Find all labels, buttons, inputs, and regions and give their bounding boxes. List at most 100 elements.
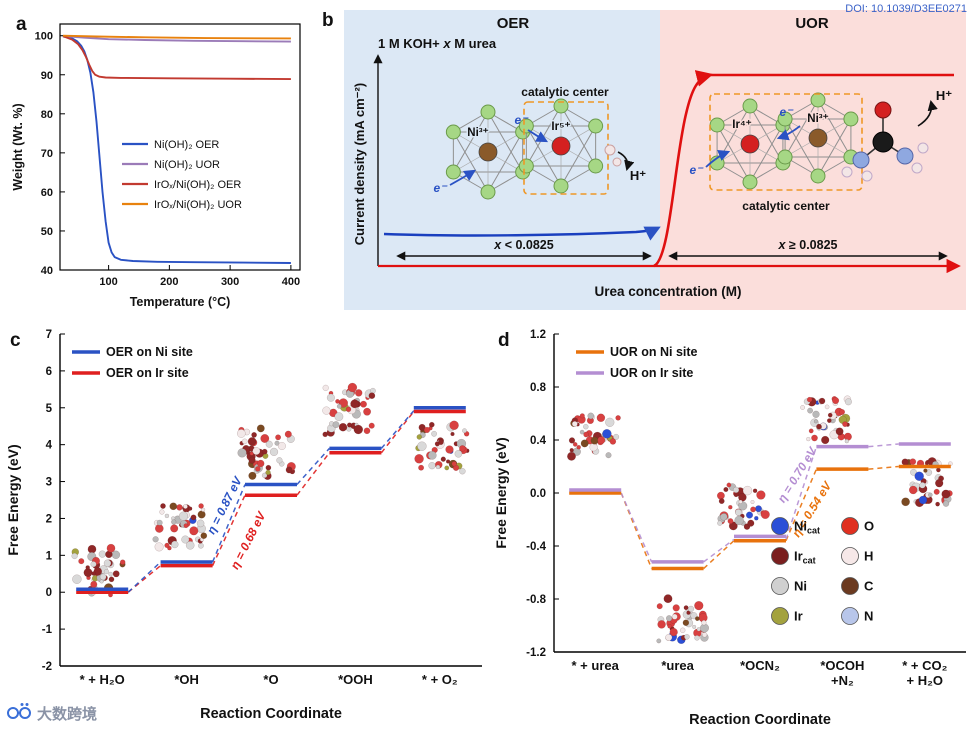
panel-a-svg: 100 200 300 400 40 50 60 70 80 90 100 Temperature (… [11, 14, 301, 309]
eta-annotation: η = 0.87 eV [204, 474, 245, 537]
inset-atom [760, 509, 770, 519]
x-axis-title: Temperature (°C) [130, 295, 231, 309]
catalytic-center-box-right [709, 93, 863, 191]
inset-atom [78, 558, 85, 565]
connector-dash [127, 565, 162, 593]
inset-atom [284, 430, 292, 438]
inset-atom [901, 497, 910, 507]
inset-atom [747, 519, 755, 527]
x-tick-label: * + CO₂ [902, 658, 947, 673]
h-atom [604, 144, 616, 156]
n-atom [852, 151, 870, 169]
y-tick-label: 4 [46, 440, 53, 452]
inset-atom [185, 540, 195, 550]
y-axis-title: Free Energy (eV) [493, 437, 509, 548]
inset-atom [261, 448, 268, 455]
center-atom-label: Ir⁵⁺ [551, 121, 570, 133]
center-atom [551, 136, 571, 156]
connector-dash [703, 540, 735, 570]
oxygen-vertex-atom [777, 111, 793, 127]
y-tick-label: 70 [41, 148, 53, 160]
legend-label: OER on Ni site [106, 345, 193, 359]
inset-atom [198, 503, 204, 509]
oxygen-vertex-atom [588, 158, 604, 174]
inset-atom [672, 604, 680, 612]
inset-atom [941, 489, 951, 499]
panel-c-oer-energy-chart: -2 -1 0 1 2 3 4 5 6 7 * + H₂O *OH *O *OOH * + O₂ Reacti… [2, 320, 490, 730]
dft-structure-inset [236, 424, 296, 480]
oxygen-vertex-atom [742, 174, 758, 190]
h-atom [612, 157, 622, 167]
h-atom [911, 162, 923, 174]
oxygen-vertex-atom [480, 184, 496, 200]
inset-atom [182, 504, 188, 509]
x-tick-label: * + urea [572, 658, 620, 673]
catalytic-center-label-right: catalytic center [742, 199, 830, 213]
x-tick-label: * + H₂O [80, 672, 125, 687]
inset-atom [160, 503, 166, 509]
series-line [62, 35, 291, 264]
inset-atom [85, 565, 90, 570]
inset-atom [742, 485, 753, 496]
inset-atom [347, 382, 358, 393]
inset-atom [569, 448, 574, 453]
connector-dash [127, 561, 162, 593]
inset-atom [806, 436, 811, 442]
inset-atom [755, 505, 762, 513]
connector-dash [868, 443, 899, 448]
inset-atom [602, 429, 612, 439]
electron-label: e⁻ [433, 181, 448, 195]
inset-atom [170, 524, 179, 533]
inset-atom [103, 569, 110, 575]
inset-atom [112, 570, 120, 578]
center-atom-label: Ni³⁺ [467, 127, 488, 139]
inset-atom [236, 429, 246, 438]
dft-structure-inset [149, 498, 208, 553]
inset-atom [835, 427, 844, 436]
inset-atom [338, 422, 348, 432]
inset-atom [832, 397, 840, 405]
inset-atom [909, 458, 917, 465]
inset-atom [750, 506, 756, 513]
inset-atom [687, 605, 695, 613]
y-tick-label: 6 [46, 366, 52, 378]
atom-legend-swatch [841, 547, 859, 565]
inset-atom [265, 440, 273, 448]
inset-atom [756, 490, 766, 500]
inset-atom [277, 441, 286, 450]
inset-atom [427, 451, 437, 460]
oxygen-vertex-atom [445, 124, 461, 140]
inset-atom [694, 616, 700, 621]
inset-atom [189, 526, 199, 536]
watermark-logo-icon [6, 702, 32, 724]
inset-atom [843, 432, 852, 441]
inset-atom [824, 404, 830, 410]
dft-structure-inset [654, 593, 709, 644]
inset-atom [197, 510, 206, 519]
inset-atom [683, 605, 689, 611]
inset-atom [93, 567, 103, 576]
inset-atom [183, 523, 189, 529]
inset-atom [248, 456, 256, 464]
inset-atom [807, 407, 813, 414]
inset-atom [241, 438, 248, 445]
inset-atom [449, 420, 459, 431]
y-tick-label: -2 [42, 661, 52, 673]
inset-atom [752, 488, 758, 494]
inset-atom [669, 628, 678, 637]
oer-region-title: OER [497, 15, 530, 32]
inset-atom [754, 515, 759, 521]
inset-atom [87, 544, 97, 554]
inset-atom [176, 504, 183, 511]
n-atom [896, 147, 914, 165]
inset-atom [360, 400, 367, 408]
inset-atom [459, 445, 466, 452]
inset-atom [418, 423, 426, 431]
y-tick-label: 100 [35, 31, 53, 43]
y-axis-title: Current density (mA cm⁻²) [352, 83, 367, 245]
inset-atom [368, 392, 376, 399]
inset-atom [605, 452, 612, 459]
inset-atom [334, 412, 344, 422]
inset-atom [98, 550, 106, 558]
legend-label: UOR on Ni site [610, 345, 698, 359]
